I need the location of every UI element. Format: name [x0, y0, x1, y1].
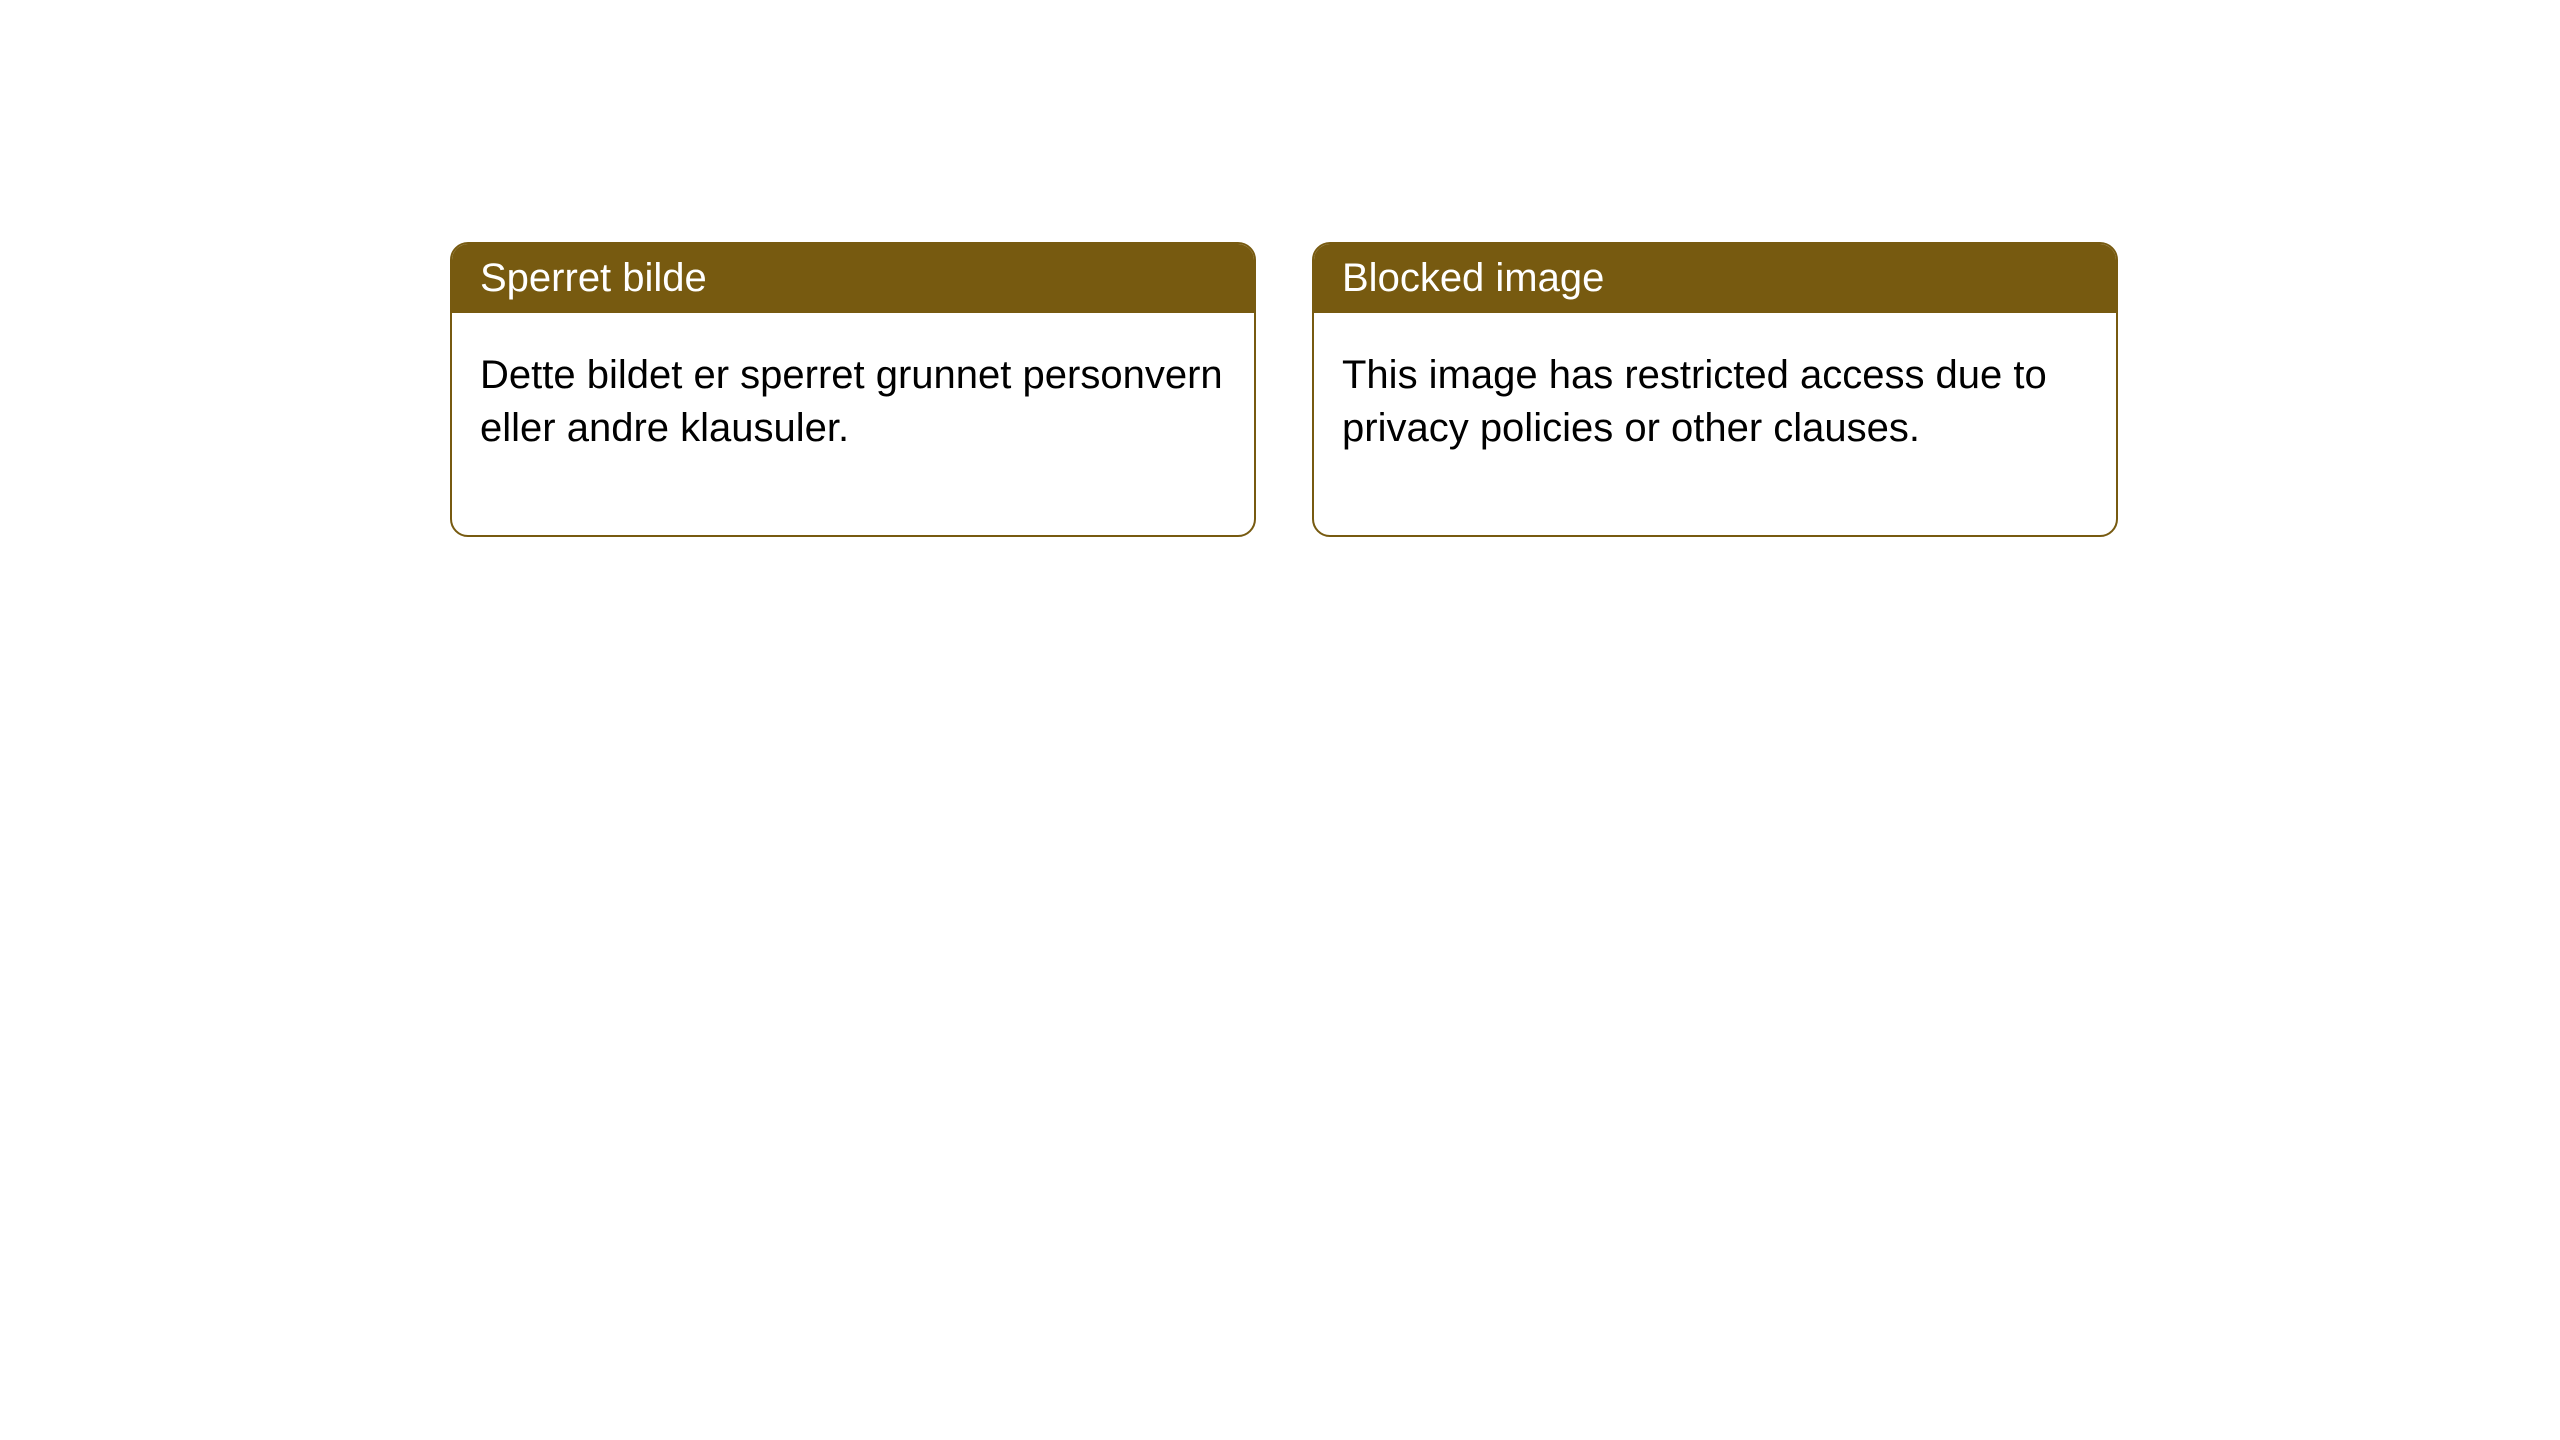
- notice-cards-row: Sperret bilde Dette bildet er sperret gr…: [0, 0, 2560, 537]
- card-body: This image has restricted access due to …: [1314, 313, 2116, 535]
- blocked-image-card-en: Blocked image This image has restricted …: [1312, 242, 2118, 537]
- card-title: Sperret bilde: [452, 244, 1254, 313]
- blocked-image-card-no: Sperret bilde Dette bildet er sperret gr…: [450, 242, 1256, 537]
- card-body: Dette bildet er sperret grunnet personve…: [452, 313, 1254, 535]
- card-title: Blocked image: [1314, 244, 2116, 313]
